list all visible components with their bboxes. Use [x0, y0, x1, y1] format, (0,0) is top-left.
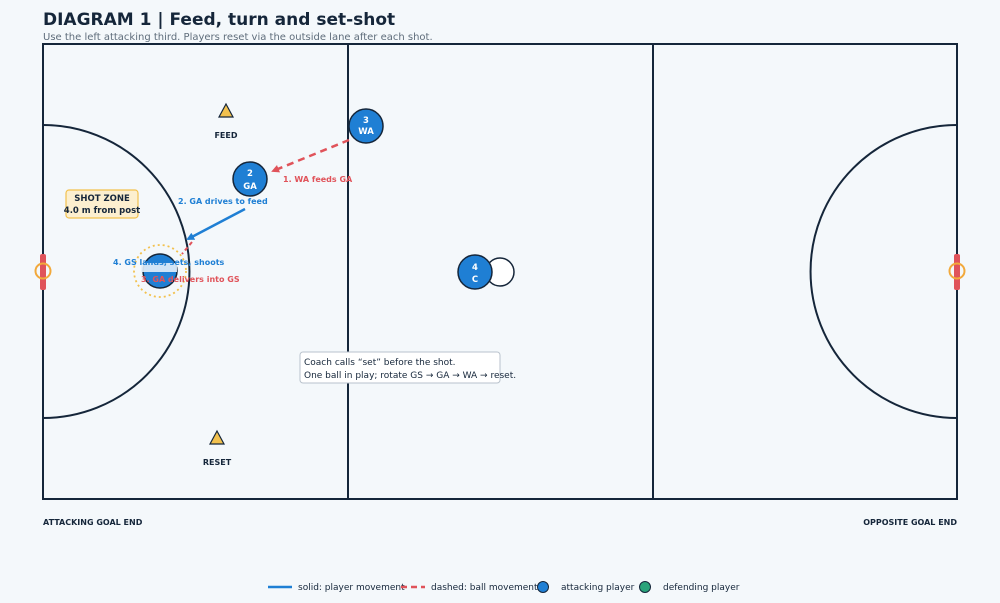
goal-ring-right-icon [948, 262, 966, 280]
court [34, 43, 966, 500]
goal-circle-left [42, 124, 191, 419]
ga-drive-path [186, 207, 246, 241]
annotation-wa-feeds: 1. WA feeds GA [283, 175, 353, 184]
player-position: GA [243, 182, 257, 192]
goal-post-left [40, 254, 46, 290]
coach-note-line1: Coach calls “set” before the shot. [304, 358, 456, 368]
cone-icon [208, 429, 226, 445]
player-position: WA [358, 127, 374, 137]
page-title: DIAGRAM 1 | Feed, turn and set-shot [43, 10, 395, 30]
cone-feed: FEED [214, 102, 238, 140]
player-wa[interactable]: 3 WA [348, 108, 384, 144]
shooting-spot-ring [133, 244, 187, 298]
legend-defending-icon [639, 581, 651, 593]
player-ga[interactable]: 2 GA [232, 161, 268, 197]
legend-solid-label: solid: player movement [298, 583, 405, 593]
annotation-gs-lands: 4. GS lands, sets, shoots [113, 258, 225, 267]
goal-ring-left-icon [34, 262, 52, 280]
cone-icon [217, 102, 235, 118]
end-label-attacking: ATTACKING GOAL END [43, 518, 143, 527]
legend-attacking-label: attacking player [561, 583, 635, 593]
legend-defending-label: defending player [663, 583, 740, 593]
shot-zone-distance: 4.0 m from post [64, 206, 140, 216]
ball-pass-wa-to-ga [271, 138, 350, 173]
player-number: 4 [472, 263, 478, 273]
legend-attacking-icon [537, 581, 549, 593]
player-position: C [472, 275, 478, 285]
shot-zone-title: SHOT ZONE [74, 194, 130, 204]
player-c[interactable]: 4 C [457, 254, 515, 290]
player-number: 2 [247, 169, 253, 179]
coach-note-line2: One ball in play; rotate GS → GA → WA → … [304, 371, 516, 381]
cone-label: FEED [214, 131, 237, 140]
ball-pass-ga-to-gs [181, 241, 193, 255]
annotation-ga-delivers: 3. GA delivers into GS [141, 275, 240, 284]
cone-label: RESET [203, 458, 232, 467]
legend: solid: player movement dashed: ball move… [268, 581, 740, 593]
legend-dashed-label: dashed: ball movement [431, 583, 538, 593]
player-number: 3 [363, 116, 369, 126]
end-label-opposite: OPPOSITE GOAL END [863, 518, 957, 527]
label-backing [141, 263, 177, 272]
shot-zone-box: SHOT ZONE 4.0 m from post [64, 189, 140, 219]
goal-post-right [954, 254, 960, 290]
coach-note: Coach calls “set” before the shot. One b… [299, 351, 516, 384]
annotation-ga-drives: 2. GA drives to feed [178, 197, 268, 206]
goal-circle-right [809, 124, 958, 419]
page-subtitle: Use the left attacking third. Players re… [43, 32, 433, 43]
cone-reset: RESET [203, 429, 232, 467]
